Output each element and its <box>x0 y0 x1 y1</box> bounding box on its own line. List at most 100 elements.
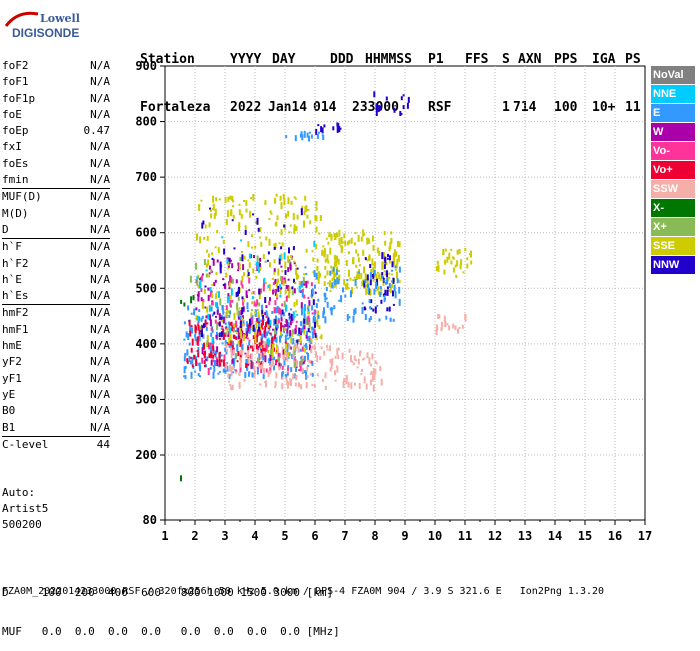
data-point-e <box>264 331 267 339</box>
data-point-w <box>208 272 211 275</box>
data-point-sse <box>252 268 255 274</box>
data-point-w <box>308 300 311 307</box>
data-point-ssw <box>443 315 446 323</box>
data-point-e <box>239 315 242 321</box>
header-values: Fortaleza 2022 Jan14 014 233000 RSF 1 714 100 10+… <box>140 100 641 116</box>
param-row: hmF2 N/A <box>2 305 110 321</box>
y-tick-label: 400 <box>135 337 157 351</box>
data-point-ssw <box>300 384 303 390</box>
data-point-ssw <box>306 375 309 379</box>
data-point-ssw <box>281 346 284 350</box>
param-name: hmE <box>2 339 22 353</box>
data-point-nnw <box>283 224 286 228</box>
data-point-sse <box>279 195 282 201</box>
data-point-w <box>274 279 277 284</box>
data-point-e <box>193 312 195 316</box>
data-point-sse <box>214 246 217 249</box>
data-point-w <box>274 363 277 366</box>
data-point-vo <box>272 282 275 286</box>
data-point-ssw <box>336 366 339 373</box>
x-tick-label: 13 <box>518 529 532 543</box>
param-row: C-level 44 <box>2 437 110 453</box>
data-point-e <box>373 269 376 276</box>
data-point-e <box>301 134 304 141</box>
data-point-e <box>275 336 278 343</box>
data-point-e <box>266 332 269 337</box>
data-point-e <box>330 306 333 314</box>
data-point-nnw <box>400 96 403 101</box>
data-point-e <box>331 307 334 310</box>
data-point-e <box>306 316 309 324</box>
data-point-sse <box>452 267 455 273</box>
data-point-e <box>364 314 367 320</box>
data-point-vo <box>311 312 314 315</box>
data-point-x <box>291 329 294 335</box>
data-point-nnw <box>296 339 299 345</box>
data-point-ssw <box>230 386 233 391</box>
data-point-vo <box>212 354 215 359</box>
data-point-sse <box>211 252 214 256</box>
data-point-sse <box>283 198 286 206</box>
data-point-vo <box>275 359 278 363</box>
data-point-sse <box>288 291 291 299</box>
param-name: h`Es <box>2 289 29 303</box>
data-point-sse <box>215 197 218 202</box>
data-point-ssw <box>306 366 309 372</box>
data-point-ssw <box>337 347 340 351</box>
data-point-nnw <box>369 264 372 268</box>
data-point-nnw <box>407 96 410 103</box>
data-point-sse <box>317 310 320 317</box>
data-point-e <box>303 314 306 319</box>
data-point-nne <box>228 327 231 334</box>
data-point-w <box>281 325 284 328</box>
data-point-x <box>273 328 276 335</box>
data-point-vo <box>301 346 304 352</box>
data-point-e <box>307 306 310 311</box>
data-point-e <box>301 291 304 298</box>
data-point-sse <box>291 258 293 260</box>
param-row: D N/A <box>2 222 110 238</box>
data-point-nnw <box>264 297 267 303</box>
param-name: foEs <box>2 156 29 170</box>
data-point-vo <box>258 342 261 348</box>
data-point-x <box>300 358 303 366</box>
data-point-sse <box>265 236 268 241</box>
data-point-nnw <box>383 264 386 270</box>
data-point-vo <box>263 279 265 287</box>
footer-muf-row: MUF 0.0 0.0 0.0 0.0 0.0 0.0 0.0 0.0 [MHz… <box>2 625 340 638</box>
data-point-e <box>369 316 372 320</box>
data-point-sse <box>347 241 349 246</box>
data-point-ssw <box>358 382 361 389</box>
data-point-sse <box>250 197 253 200</box>
data-point-vo <box>246 337 249 340</box>
data-point-w <box>204 319 207 323</box>
param-value: N/A <box>90 420 110 434</box>
data-point-sse <box>361 281 364 287</box>
data-point-sse <box>281 242 284 247</box>
data-point-ssw <box>363 376 366 384</box>
data-point-sse <box>239 326 241 333</box>
data-point-e <box>311 326 314 331</box>
data-point-vo <box>314 310 317 315</box>
data-point-nnw <box>244 230 247 235</box>
data-point-e <box>276 359 279 363</box>
data-point-nne <box>258 269 260 273</box>
data-point-ssw <box>259 383 262 386</box>
data-point-sse <box>304 318 307 326</box>
data-point-nnw <box>303 318 306 324</box>
data-point-ssw <box>295 375 298 381</box>
data-point-nnw <box>204 285 207 288</box>
data-point-sse <box>333 272 336 280</box>
data-point-w <box>285 284 288 289</box>
data-point-sse <box>213 212 216 219</box>
data-point-x <box>251 309 253 312</box>
data-point-ssw <box>259 352 262 360</box>
data-point-e <box>309 330 312 333</box>
data-point-ssw <box>243 378 246 382</box>
data-point-ssw <box>253 343 256 350</box>
data-point-e <box>220 327 223 330</box>
data-point-vo <box>265 368 268 373</box>
data-point-ssw <box>369 379 372 386</box>
data-point-w <box>263 330 266 338</box>
data-point-e <box>346 279 349 282</box>
